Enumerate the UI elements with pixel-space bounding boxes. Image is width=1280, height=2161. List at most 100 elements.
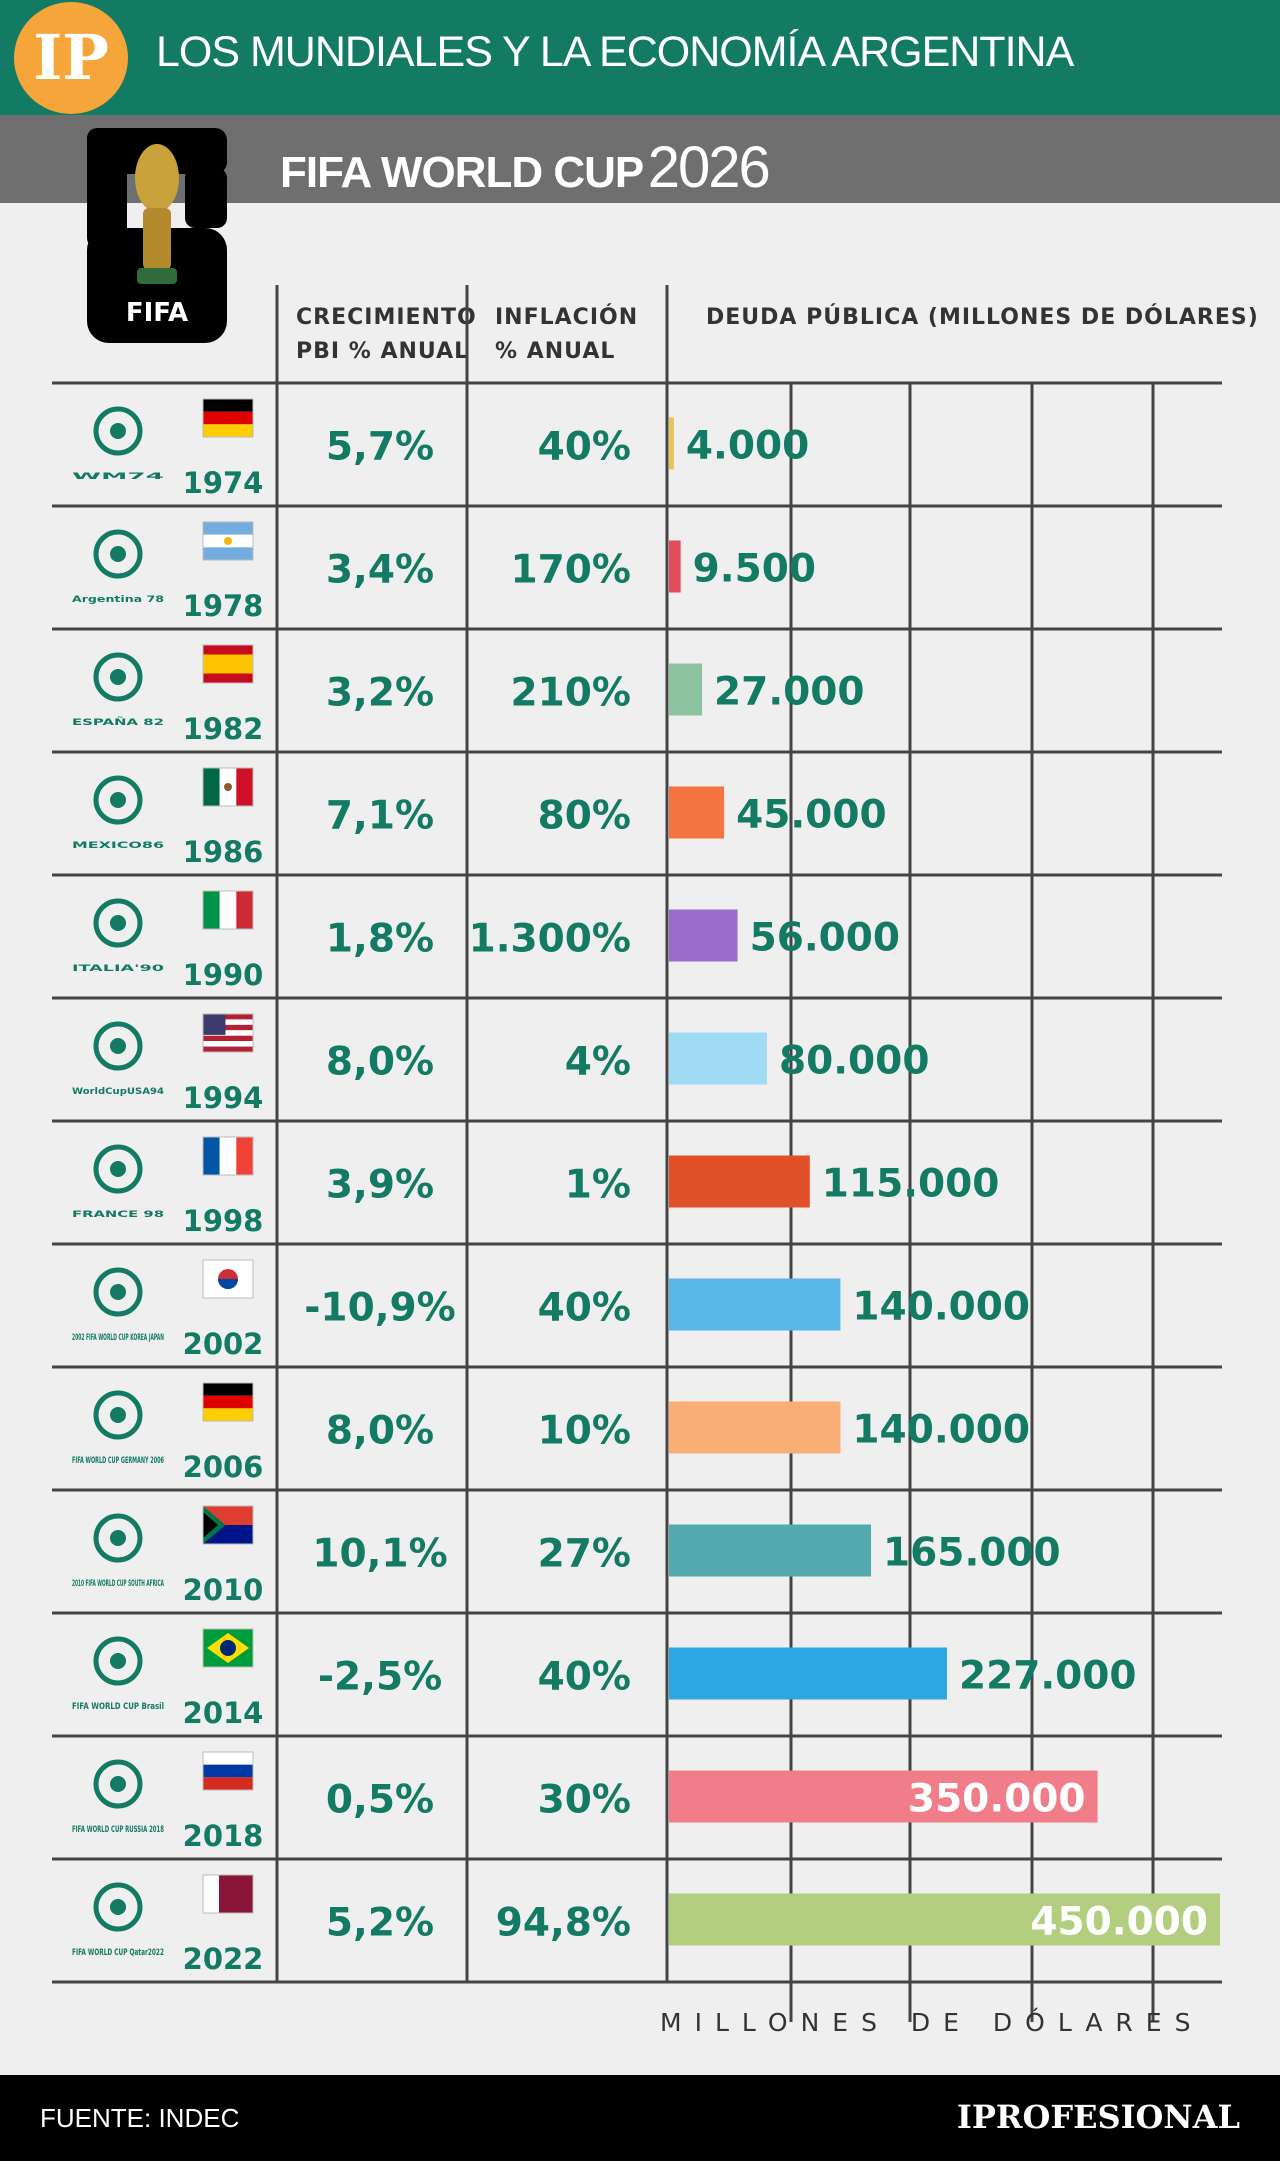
country-flag-icon <box>202 1136 254 1176</box>
world-cup-emblem-icon <box>93 529 143 579</box>
year-label: 2018 <box>183 1819 264 1853</box>
flag-stripe <box>203 399 253 412</box>
table-row: FRANCE 98 1998 3,9% 1% 115.000 <box>72 1136 999 1238</box>
country-flag-icon <box>202 1751 254 1791</box>
flag-border <box>202 890 254 930</box>
table-row: ESPAÑA 82 1982 3,2% 210% 27.000 <box>72 644 865 746</box>
year-label: 1998 <box>183 1204 264 1238</box>
page-title: LOS MUNDIALES Y LA ECONOMÍA ARGENTINA <box>156 28 1074 76</box>
growth-value: 3,4% <box>326 548 434 593</box>
flag-border <box>202 1874 254 1914</box>
debt-bar <box>669 663 703 716</box>
taeguk-lower-icon <box>218 1279 238 1289</box>
flag-border <box>202 767 254 807</box>
world-cup-logo: FRANCE 98 <box>72 1144 164 1220</box>
world-cup-emblem-icon <box>93 1636 143 1686</box>
year-label: 1978 <box>183 589 264 623</box>
world-cup-emblem-icon <box>93 1513 143 1563</box>
inflation-value: 1.300% <box>469 917 631 962</box>
subtitle-bold: FIFA WORLD CUP <box>280 148 644 197</box>
inflation-header-line-2: % ANUAL <box>495 339 616 364</box>
world-cup-logo-text: Argentina 78 <box>72 595 164 605</box>
debt-value-label: 27.000 <box>714 670 865 715</box>
world-cup-logo-text: ESPAÑA 82 <box>72 717 164 728</box>
country-flag-icon <box>202 1628 254 1668</box>
inflation-value: 40% <box>538 1655 631 1700</box>
table-row: WM74 1974 5,7% 40% 4.000 <box>72 398 809 500</box>
growth-value: 10,1% <box>312 1532 447 1577</box>
country-flag-icon <box>202 1505 254 1545</box>
debt-value-label: 140.000 <box>852 1285 1030 1330</box>
world-cup-logo-text: FIFA WORLD CUP Qatar2022 <box>72 1948 164 1958</box>
debt-value-label: 450.000 <box>1030 1900 1208 1945</box>
growth-value: 5,2% <box>326 1901 434 1946</box>
debt-bar <box>669 1770 1098 1823</box>
flag-border <box>202 1628 254 1668</box>
fifa-logo-block-bottom <box>87 228 227 343</box>
flag-stripe <box>203 547 253 560</box>
year-label: 1974 <box>183 466 264 500</box>
debt-bar <box>669 1647 947 1700</box>
table-row: FIFA WORLD CUP Qatar2022 2022 5,2% 94,8% 450… <box>72 1874 1220 1976</box>
country-flag-icon <box>202 1382 254 1422</box>
trophy-icon <box>135 144 179 212</box>
debt-bar <box>669 540 681 593</box>
flag-stripe <box>203 1777 253 1790</box>
year-label: 1982 <box>183 712 264 746</box>
inflation-value: 30% <box>538 1778 631 1823</box>
flag-border <box>202 1013 254 1053</box>
debt-value-label: 80.000 <box>779 1039 930 1084</box>
table-row: Argentina 78 1978 3,4% 170% 9.500 <box>72 521 816 623</box>
debt-bar <box>669 1278 841 1331</box>
country-flag-icon <box>202 644 254 684</box>
world-cup-emblem-icon <box>93 1267 143 1317</box>
growth-value: 1,8% <box>326 917 434 962</box>
debt-bar <box>669 1524 872 1577</box>
inflation-value: 1% <box>565 1163 631 1208</box>
country-flag-icon <box>202 890 254 930</box>
flag-border <box>202 644 254 684</box>
world-cup-emblem-icon <box>93 1144 143 1194</box>
fifa-2026-logo: FIFA <box>87 128 227 343</box>
flag-stripe <box>219 1137 237 1175</box>
growth-header-line-1: CRECIMIENTO <box>296 305 477 330</box>
flag-border <box>202 1382 254 1422</box>
debt-value-label: 56.000 <box>750 916 901 961</box>
flag-globe <box>220 1640 236 1656</box>
flag-border <box>202 1136 254 1176</box>
world-cup-logo-text: FIFA WORLD CUP Brasil <box>72 1702 164 1712</box>
world-cup-emblem-icon <box>93 406 143 456</box>
world-cup-logo-text: 2010 FIFA WORLD CUP SOUTH AFRICA <box>72 1579 164 1589</box>
flag-canton <box>203 1014 226 1035</box>
inflation-header-line-1: INFLACIÓN <box>495 305 639 330</box>
table-row: WorldCupUSA94 1994 8,0% 4% 80.000 <box>72 1013 930 1115</box>
flag-stripe <box>236 891 253 929</box>
growth-value: 7,1% <box>326 794 434 839</box>
growth-value: -2,5% <box>318 1655 442 1700</box>
debt-bar <box>669 786 725 839</box>
flag-stripe <box>203 891 220 929</box>
flag-stripe <box>203 411 253 425</box>
subtitle: FIFA WORLD CUP 2026 <box>280 134 771 201</box>
footer-brand: IPROFESIONAL <box>956 2098 1240 2136</box>
world-cup-logo: FIFA WORLD CUP Qatar2022 <box>72 1882 164 1958</box>
footer-bar <box>0 2075 1280 2161</box>
flag-stripe <box>203 1383 253 1396</box>
world-cup-logo: MEXICO86 <box>72 775 164 851</box>
growth-value: 8,0% <box>326 1409 434 1454</box>
debt-value-label: 350.000 <box>908 1777 1086 1822</box>
world-cup-emblem-icon <box>93 775 143 825</box>
flag-stripe <box>203 1137 220 1175</box>
table-row: FIFA WORLD CUP Brasil 2014 -2,5% 40% 227.000 <box>72 1628 1137 1730</box>
year-label: 1986 <box>183 835 264 869</box>
flag-stripe <box>203 1030 253 1036</box>
table-row: MEXICO86 1986 7,1% 80% 45.000 <box>72 767 887 869</box>
country-flag-icon <box>202 1013 254 1053</box>
year-label: 1994 <box>183 1081 264 1115</box>
world-cup-emblem-icon <box>93 1882 143 1932</box>
world-cup-logo-text: FIFA WORLD CUP GERMANY 2006 <box>72 1456 164 1466</box>
world-cup-logo-text: WorldCupUSA94 <box>72 1087 164 1097</box>
debt-bar <box>669 1893 1220 1946</box>
world-cup-logo: FIFA WORLD CUP GERMANY 2006 <box>72 1390 164 1466</box>
flag-stripe <box>203 654 253 674</box>
